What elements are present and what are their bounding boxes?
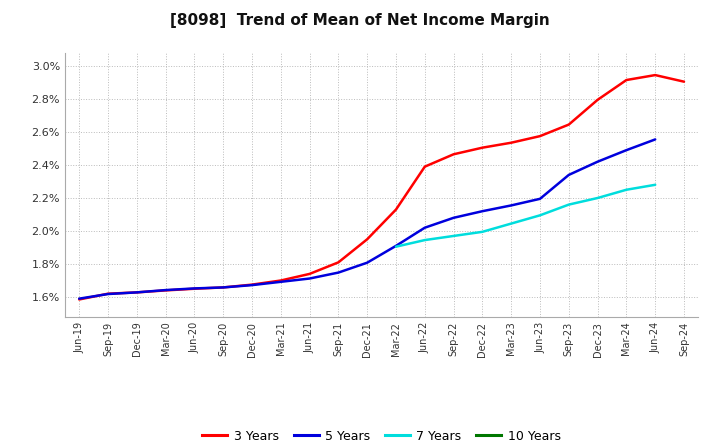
Text: [8098]  Trend of Mean of Net Income Margin: [8098] Trend of Mean of Net Income Margi… — [170, 13, 550, 28]
Legend: 3 Years, 5 Years, 7 Years, 10 Years: 3 Years, 5 Years, 7 Years, 10 Years — [197, 425, 566, 440]
